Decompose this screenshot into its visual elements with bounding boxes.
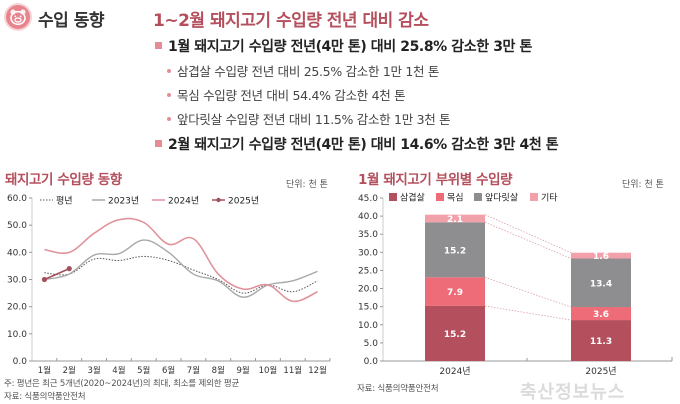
y-tick-label: 60.0	[7, 194, 27, 204]
section-title: 수입 동향	[38, 11, 104, 31]
headline: 1~2월 돼지고기 수입량 전년 대비 감소	[153, 11, 429, 31]
line-chart-source: 자료: 식품의약품안전처	[4, 392, 86, 402]
bullet-sub-1: 삼겹살 수입량 전년 대비 25.5% 감소한 1만 1천 톤	[167, 61, 439, 80]
x-tick-label: 2024년	[439, 366, 470, 377]
connector-line	[484, 305, 572, 321]
bullet-text: 2월 돼지고기 수입량 전년(4만 톤) 대비 14.6% 감소한 3만 4천 …	[168, 137, 559, 153]
data-label: 11.3	[590, 337, 612, 347]
legend-label: 목심	[447, 193, 464, 204]
bullet-dot-icon	[167, 116, 171, 121]
x-tick-label: 5월	[137, 365, 150, 376]
bullet-text: 삼겹살 수입량 전년 대비 25.5% 감소한 1만 1천 톤	[177, 64, 440, 79]
data-label: 13.4	[590, 279, 612, 289]
x-tick-label: 8월	[212, 365, 225, 376]
legend-label: 기타	[541, 193, 558, 204]
watermark: 축산정보뉴스	[520, 382, 626, 403]
x-tick-label: 9월	[236, 365, 249, 376]
data-label: 15.2	[444, 330, 466, 340]
y-tick-label: 40.0	[7, 248, 27, 258]
y-tick-label: 5.0	[364, 339, 379, 349]
legend-label: 2024년	[168, 196, 199, 207]
legend-label: 앞다릿살	[485, 192, 518, 204]
y-tick-label: 0.0	[13, 357, 28, 367]
bar-segment	[571, 258, 631, 308]
bullet-square-icon	[155, 139, 162, 147]
bullet-main-2: 2월 돼지고기 수입량 전년(4만 톤) 대비 14.6% 감소한 3만 4천 …	[155, 134, 559, 154]
bar-segment	[425, 214, 485, 223]
connector-line	[484, 221, 572, 259]
bullet-square-icon	[155, 41, 162, 49]
bar-chart-unit: 단위: 천 톤	[622, 180, 664, 190]
legend-swatch	[530, 193, 538, 201]
line-chart: 0.0 10.0 20.0 30.0 40.0 50.0 60.0 1월 2월 3월 4월 5월 6월 7…	[7, 194, 331, 376]
data-point-2025	[41, 276, 48, 283]
y-tick-label: 15.0	[358, 303, 378, 313]
x-tick-label: 11월	[283, 365, 302, 376]
line-chart-unit: 단위: 천 톤	[286, 180, 328, 190]
bullet-text: 1월 돼지고기 수입량 전년(4만 톤) 대비 25.8% 감소한 3만 톤	[168, 39, 532, 55]
y-tick-label: 20.0	[358, 285, 378, 295]
y-tick-label: 10.0	[358, 321, 378, 331]
x-tick-label: 4월	[112, 365, 125, 376]
x-tick-label: 2025년	[585, 366, 616, 377]
data-label: 2.1	[447, 215, 463, 225]
y-tick-label: 40.0	[358, 212, 378, 222]
bar-segment	[571, 252, 631, 259]
legend-swatch	[436, 193, 444, 201]
bullet-text: 앞다릿살 수입량 전년 대비 11.5% 감소한 1만 3천 톤	[177, 112, 451, 127]
bullet-dot-icon	[167, 92, 171, 97]
data-label: 15.2	[444, 246, 466, 256]
bar-chart-title: 1월 돼지고기 부위별 수입량	[358, 172, 513, 188]
bar-segment	[425, 305, 485, 361]
y-tick-label: 30.0	[7, 276, 27, 286]
bar-chart-source: 자료: 식품의약품안전처	[357, 384, 439, 394]
x-tick-label: 7월	[187, 365, 200, 376]
series-line-4	[44, 267, 70, 281]
x-tick-label: 12월	[308, 365, 327, 376]
y-tick-label: 0.0	[364, 357, 379, 367]
bar-segment	[425, 277, 485, 306]
x-tick-label: 6월	[162, 365, 175, 376]
y-tick-label: 45.0	[358, 194, 378, 204]
legend-swatch	[389, 193, 397, 201]
data-label: 1.6	[593, 252, 609, 262]
bullet-dot-icon	[167, 68, 171, 73]
x-tick-label: 2월	[63, 365, 76, 376]
pig-face-icon	[6, 5, 30, 29]
legend-swatch	[474, 193, 482, 201]
y-tick-label: 35.0	[358, 230, 378, 240]
x-tick-label: 1월	[38, 365, 51, 376]
bar-segment	[571, 320, 631, 361]
legend-label: 2025년	[228, 196, 259, 207]
connector-line	[484, 276, 572, 308]
legend-marker	[216, 197, 221, 203]
series-line-1	[44, 255, 318, 294]
line-chart-note: 주: 평년은 최근 5개년(2020~2024년)의 최대, 최소를 제외한 평…	[4, 379, 240, 389]
bullet-main-1: 1월 돼지고기 수입량 전년(4만 톤) 대비 25.8% 감소한 3만 톤	[155, 36, 532, 56]
bullet-text: 목심 수입량 전년 대비 54.4% 감소한 4천 톤	[177, 88, 406, 103]
bar-segment	[571, 307, 631, 321]
y-tick-label: 50.0	[7, 221, 27, 231]
legend-label: 2023년	[108, 196, 139, 207]
series-line-3	[44, 217, 318, 303]
connector-line	[484, 214, 572, 254]
bar-chart: 0.0 5.0 10.0 15.0 20.0 25.0 30.0 35.0 40.0 45.0 15…	[358, 192, 673, 377]
x-tick-label: 10월	[259, 365, 278, 376]
line-chart-title: 돼지고기 수입량 동향	[5, 172, 122, 188]
legend-label: 평년	[56, 196, 73, 207]
y-tick-label: 30.0	[358, 248, 378, 258]
y-tick-label: 10.0	[7, 330, 27, 340]
bar-segment	[425, 222, 485, 278]
data-label: 7.9	[447, 288, 463, 298]
series-line-2	[44, 239, 318, 298]
legend-label: 삼겹살	[400, 192, 425, 204]
bullet-sub-3: 앞다릿살 수입량 전년 대비 11.5% 감소한 1만 3천 톤	[167, 109, 451, 128]
x-tick-label: 3월	[87, 365, 100, 376]
bullet-sub-2: 목심 수입량 전년 대비 54.4% 감소한 4천 톤	[167, 85, 406, 104]
data-label: 3.6	[593, 310, 609, 320]
y-tick-label: 25.0	[358, 266, 378, 276]
y-tick-label: 20.0	[7, 303, 27, 313]
data-point-2025	[66, 266, 72, 272]
